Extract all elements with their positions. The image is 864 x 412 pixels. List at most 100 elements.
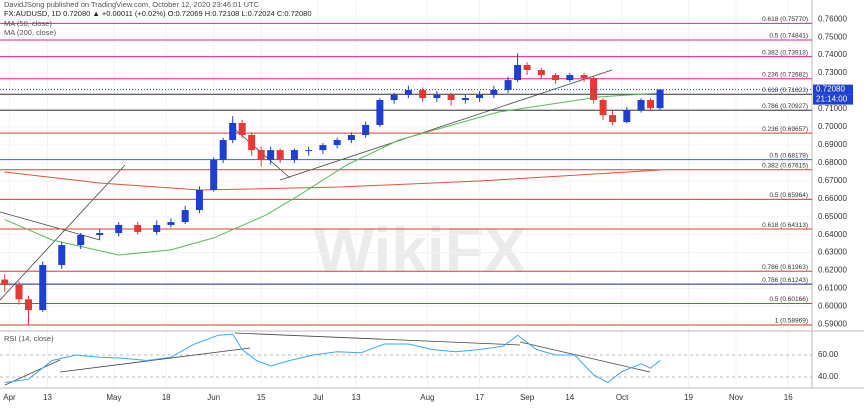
candle-body (39, 265, 47, 311)
candle-body (229, 122, 237, 141)
candle-body (195, 189, 203, 211)
countdown-box (813, 94, 853, 105)
fib-label: 0.5 (0.60166) (769, 296, 808, 303)
y-tick-label: 0.61000 (818, 284, 847, 293)
fib-label: 0.618 (0.71823) (762, 87, 808, 94)
trendline (59, 347, 251, 373)
candle-body (523, 64, 531, 71)
candle-body (390, 94, 398, 101)
x-tick-label: 17 (475, 393, 484, 402)
candle-body (590, 77, 598, 101)
y-tick-label: 0.76000 (818, 14, 847, 23)
last-price-box (813, 84, 853, 95)
rsi-title: RSI (14, close) (4, 334, 54, 343)
candle-body (15, 284, 23, 300)
watermark: WikiFX (314, 214, 527, 286)
candle-body (447, 94, 455, 101)
trendline (234, 332, 521, 346)
fib-label: 0.786 (0.61243) (762, 277, 808, 284)
candle-body (167, 222, 175, 225)
x-tick-label: Sep (520, 393, 535, 402)
candle-body (552, 75, 560, 81)
candle-body (305, 150, 313, 152)
x-tick-label: 15 (257, 393, 266, 402)
symbol-line: FX:AUDUSD, 1D 0.72080 ▲ +0.00011 (+0.02%… (4, 9, 312, 18)
y-tick-label: 0.63000 (818, 248, 847, 257)
author-line: DavidJSong published on TradingView.com,… (4, 0, 260, 9)
x-tick-label: 19 (684, 393, 693, 402)
candle-body (248, 135, 256, 151)
candle-body (580, 75, 588, 78)
candle-body (115, 224, 123, 234)
candle-body (347, 135, 355, 141)
x-tick-label: Aug (420, 393, 434, 402)
x-tick-label: 16 (784, 393, 793, 402)
candle-body (96, 233, 104, 236)
fib-label: 0.382 (0.67615) (762, 162, 808, 169)
y-tick-label: 0.73000 (818, 68, 847, 77)
fib-label: 0.618 (0.64313) (762, 222, 808, 229)
candle-body (276, 150, 284, 160)
candle-body (210, 159, 218, 190)
x-tick-label: May (106, 393, 121, 402)
y-tick-label: 0.59000 (818, 320, 847, 329)
x-tick-label: Nov (729, 393, 743, 402)
candle-body (181, 210, 189, 223)
y-tick-label: 0.66000 (818, 194, 847, 203)
candle-body (504, 80, 512, 90)
candle-body (656, 89, 664, 109)
trendlines (0, 69, 651, 386)
candle-body (362, 124, 370, 136)
candle-body (58, 245, 66, 266)
trendline (0, 164, 126, 301)
candle-body (637, 100, 645, 111)
candle-body (419, 89, 427, 99)
fib-label: 0.382 (0.73913) (762, 49, 808, 56)
candle-body (238, 122, 246, 136)
x-tick-label: 13 (352, 393, 361, 402)
x-tick-label: Jun (207, 393, 220, 402)
x-tick-label: Apr (3, 393, 16, 402)
fib-label: 0.5 (0.65964) (769, 192, 808, 199)
y-tick-label: 0.71000 (818, 104, 847, 113)
candle-body (490, 89, 498, 95)
countdown-label: 21:14:00 (816, 95, 848, 104)
candle-body (219, 140, 227, 160)
y-tick-label: 0.69000 (818, 140, 847, 149)
trendline (279, 69, 613, 181)
y-tick-label: 0.70000 (818, 122, 847, 131)
y-tick-label: 0.75000 (818, 32, 847, 41)
candle-body (433, 94, 441, 99)
candle-body (566, 75, 574, 81)
candle-body (376, 100, 384, 125)
candle-body (257, 150, 265, 160)
fib-label: 0.786 (0.70927) (762, 103, 808, 110)
candle-body (24, 299, 32, 311)
candle-body (1, 279, 9, 285)
candle-body (290, 150, 298, 160)
legend-entry: MA (200, close) (4, 28, 57, 37)
y-tick-label: 0.65000 (818, 212, 847, 221)
fib-label: 1 (0.58969) (775, 318, 808, 325)
candle-body (134, 224, 142, 232)
candle-body (333, 140, 341, 146)
candle-body (461, 98, 469, 101)
fib-label: 0.786 (0.61963) (762, 264, 808, 271)
candle-body (267, 150, 275, 160)
candle-body (77, 235, 85, 246)
x-tick-label: 18 (162, 393, 171, 402)
moving-average (4, 169, 661, 191)
moving-average (4, 92, 661, 256)
candle-body (623, 110, 631, 123)
fib-label: 0.5 (0.74841) (769, 33, 808, 40)
rsi-line (4, 333, 661, 384)
x-tick-label: Oct (616, 393, 629, 402)
y-tick-label: 0.60000 (818, 302, 847, 311)
candle-body (609, 115, 617, 123)
trendline (519, 341, 651, 373)
candle-body (476, 94, 484, 99)
candle-body (599, 100, 607, 116)
x-tick-label: 13 (43, 393, 52, 402)
